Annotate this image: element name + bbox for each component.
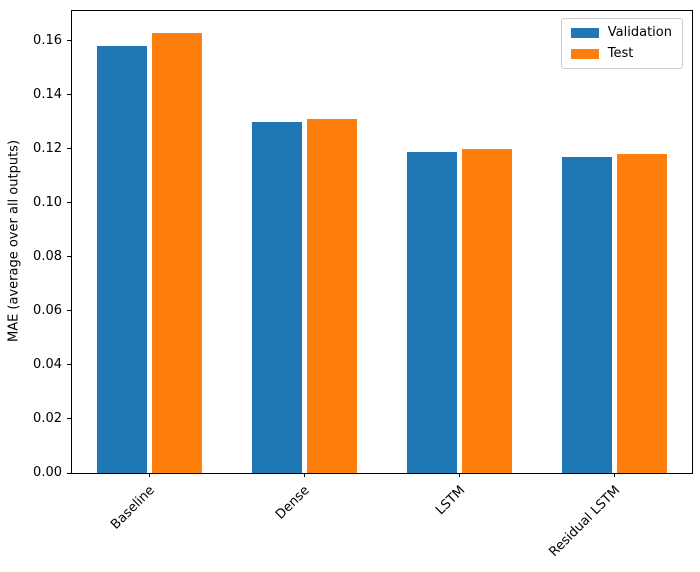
ytick-mark-0.16 [67,40,71,42]
bar-validation-residual-lstm [562,156,612,473]
bar-test-baseline [152,32,202,473]
legend: Validation Test [560,18,683,69]
ytick-label-0.10: 0.10 [33,194,62,210]
ytick-label-0.00: 0.00 [33,465,62,480]
legend-label-test: Test [607,46,634,61]
legend-label-validation: Validation [607,25,672,40]
xtick-label-lstm: LSTM [432,483,469,519]
ytick-label-0.14: 0.14 [33,86,62,102]
ytick-label-0.02: 0.02 [33,410,62,426]
bar-test-dense [307,119,357,473]
ytick-mark-0.02 [67,418,71,420]
bar-test-residual-lstm [617,154,667,473]
ytick-label-0.12: 0.12 [33,140,62,156]
ytick-mark-0.14 [67,94,71,96]
ytick-mark-0.04 [67,364,71,366]
ytick-mark-0.10 [67,202,71,204]
ytick-label-0.08: 0.08 [33,248,62,264]
xtick-mark-baseline [149,473,150,477]
ytick-label-0.16: 0.16 [33,32,62,48]
ytick-label-0.04: 0.04 [33,356,62,372]
plot-area: 0.00 0.02 0.04 0.06 0.08 0.10 0.12 0.14 0.16 Bas… [33,10,693,560]
xtick-mark-residual-lstm [614,473,615,477]
ytick-mark-0.00 [67,472,71,474]
xtick-label-dense: Dense [273,483,314,523]
bar-test-lstm [462,148,512,473]
bar-validation-dense [252,121,302,473]
xtick-label-baseline: Baseline [108,483,159,533]
ytick-mark-0.06 [67,310,71,312]
ytick-mark-0.12 [67,148,71,150]
ytick-mark-0.08 [67,256,71,258]
xtick-label-residual-lstm: Residual LSTM [546,483,624,560]
legend-item-validation: Validation [570,25,672,40]
xtick-mark-dense [304,473,305,477]
legend-item-test: Test [570,46,672,61]
bar-validation-lstm [407,151,457,473]
xtick-mark-lstm [459,473,460,477]
legend-swatch-validation [570,28,599,38]
legend-swatch-test [570,49,599,59]
ytick-label-0.06: 0.06 [33,302,62,318]
bar-validation-baseline [97,46,147,473]
